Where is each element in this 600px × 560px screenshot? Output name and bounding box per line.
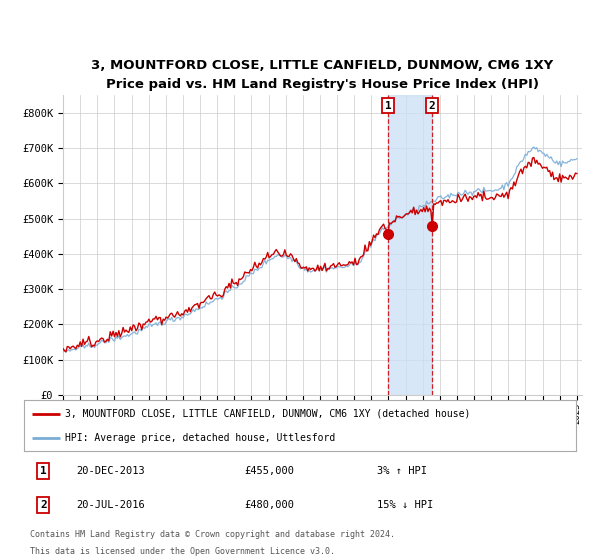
Bar [388,95,432,395]
Text: 2: 2 [429,101,436,111]
Text: 15% ↓ HPI: 15% ↓ HPI [377,500,434,510]
Text: £480,000: £480,000 [245,500,295,510]
Text: 3, MOUNTFORD CLOSE, LITTLE CANFIELD, DUNMOW, CM6 1XY (detached house): 3, MOUNTFORD CLOSE, LITTLE CANFIELD, DUN… [65,408,471,418]
Text: 2: 2 [40,500,47,510]
Text: 1: 1 [385,101,391,111]
Text: 3% ↑ HPI: 3% ↑ HPI [377,466,427,476]
Text: This data is licensed under the Open Government Licence v3.0.: This data is licensed under the Open Gov… [29,547,335,556]
Text: 20-DEC-2013: 20-DEC-2013 [76,466,145,476]
Title: 3, MOUNTFORD CLOSE, LITTLE CANFIELD, DUNMOW, CM6 1XY
Price paid vs. HM Land Regi: 3, MOUNTFORD CLOSE, LITTLE CANFIELD, DUN… [91,59,554,91]
Text: 1: 1 [40,466,47,476]
Text: 20-JUL-2016: 20-JUL-2016 [76,500,145,510]
Text: £455,000: £455,000 [245,466,295,476]
Text: Contains HM Land Registry data © Crown copyright and database right 2024.: Contains HM Land Registry data © Crown c… [29,530,395,539]
Text: HPI: Average price, detached house, Uttlesford: HPI: Average price, detached house, Uttl… [65,433,335,443]
